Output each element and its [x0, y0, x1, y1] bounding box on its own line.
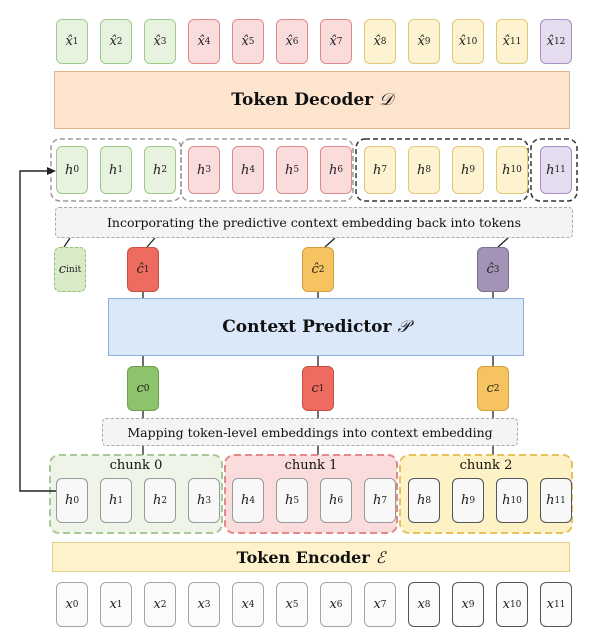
hidden-token-top: h 10 [496, 146, 528, 194]
connector-cinit [63, 237, 71, 248]
caption-incorporating: Incorporating the predictive context emb… [55, 207, 573, 238]
c-init-token: c init [54, 247, 86, 292]
output-token: x̂ 3 [144, 19, 176, 64]
group-red-top [180, 138, 354, 202]
caption-mapping: Mapping token-level embeddings into cont… [102, 418, 518, 446]
connector-c2-hat [324, 237, 336, 248]
token-decoder-label: Token Decoder [231, 90, 374, 110]
group-purple-top [530, 138, 578, 202]
output-token: x̂ 9 [408, 19, 440, 64]
group-yellow-top [355, 138, 529, 202]
hidden-token-top: h 11 [540, 146, 572, 194]
token-decoder-bar: Token Decoder 𝒟 [54, 71, 570, 129]
context-predictor-symbol: 𝒫 [397, 317, 410, 337]
chunk-0-box [49, 454, 223, 534]
input-token: x 10 [496, 582, 528, 627]
output-token: x̂ 10 [452, 19, 484, 64]
hidden-token-bottom: h 11 [540, 478, 572, 523]
context-predictor-bar: Context Predictor 𝒫 [108, 298, 524, 356]
output-token: x̂ 1 [56, 19, 88, 64]
output-token: x̂ 11 [496, 19, 528, 64]
token-decoder-symbol: 𝒟 [379, 90, 393, 110]
connector-c3-hat [497, 237, 509, 248]
output-token: x̂ 4 [188, 19, 220, 64]
input-token: x 11 [540, 582, 572, 627]
chunk-1-box [224, 454, 398, 534]
output-token: x̂ 8 [364, 19, 396, 64]
context-predictor-label: Context Predictor [222, 317, 392, 337]
token-encoder-symbol: ℰ [375, 547, 386, 567]
chunk-label: chunk 2 [459, 458, 513, 473]
output-token: x̂ 2 [100, 19, 132, 64]
token-encoder-label: Token Encoder [236, 547, 370, 567]
output-token: x̂ 5 [232, 19, 264, 64]
output-token: x̂ 7 [320, 19, 352, 64]
output-token: x̂ 6 [276, 19, 308, 64]
feedback-arrowhead [47, 167, 56, 175]
token-encoder-bar: Token Encoder ℰ [52, 542, 570, 572]
chunk-label: chunk 1 [284, 458, 338, 473]
hidden-token-bottom: h 10 [496, 478, 528, 523]
connector-c1-hat [146, 237, 156, 248]
chunk-2-box [399, 454, 573, 534]
chunk-label: chunk 0 [109, 458, 163, 473]
output-token: x̂ 12 [540, 19, 572, 64]
feedback-arrow [19, 170, 56, 492]
